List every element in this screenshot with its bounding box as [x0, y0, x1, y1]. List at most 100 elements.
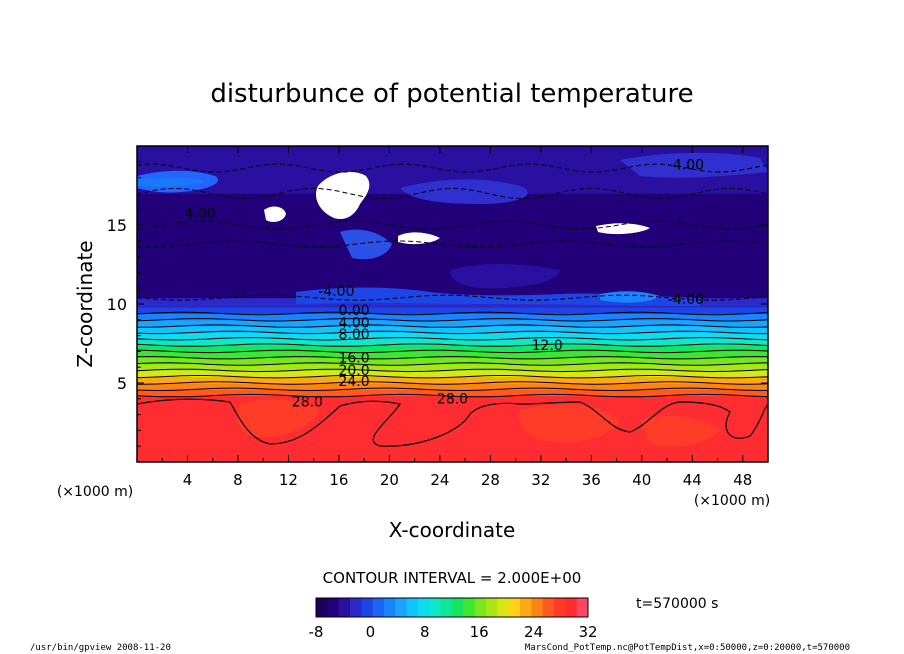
- band-rect: [137, 351, 768, 359]
- contour-label: -4.00: [668, 292, 704, 308]
- colorbar-swatch: [474, 598, 487, 617]
- y-tick-label: 5: [117, 374, 127, 393]
- contour-label: 12.0: [532, 338, 563, 354]
- contour-lines: [137, 163, 768, 447]
- x-unit-right: (×1000 m): [694, 493, 770, 509]
- colorbar-swatch: [395, 598, 408, 617]
- field-anomaly-shape: [596, 223, 650, 235]
- x-tick-label: 32: [531, 471, 550, 489]
- band-rect: [137, 364, 768, 371]
- colorbar-swatch: [361, 598, 374, 617]
- contour-label: 0.00: [338, 303, 369, 319]
- colorbar-swatch: [338, 598, 351, 617]
- field-anomaly-shape: [600, 291, 660, 303]
- colorbar-swatch: [486, 598, 498, 617]
- colorbar-swatch: [531, 598, 544, 617]
- contour-label: 24.0: [338, 374, 369, 390]
- field-anomaly-shape: [518, 404, 620, 443]
- contour-line: [137, 349, 768, 354]
- colorbar-swatch: [418, 598, 430, 617]
- time-label: t=570000 s: [636, 596, 718, 612]
- band-rect: [137, 326, 768, 333]
- contour-line: [137, 343, 768, 347]
- x-tick-label: 16: [329, 471, 348, 489]
- contour-line: [137, 311, 768, 316]
- x-tick-label: 20: [380, 471, 399, 489]
- x-tick-label: 44: [683, 471, 702, 489]
- x-tick-label: 8: [233, 471, 243, 489]
- contour-line-negative: [137, 187, 768, 199]
- contour-label: 28.0: [437, 392, 468, 408]
- colorbar-frame: [315, 597, 589, 618]
- contour-label: 8.00: [338, 327, 369, 343]
- contour-labels: 4.00-4.00-4.00 -4.000.004.008.0012.016.02…: [185, 158, 705, 411]
- band-rect: [137, 313, 768, 321]
- colorbar-swatch: [542, 598, 555, 617]
- band-rect: [137, 376, 768, 384]
- y-tick-label: 10: [107, 295, 127, 314]
- anomaly-regions: [137, 152, 768, 447]
- x-tick-label: 48: [733, 471, 752, 489]
- contour-label: 4.00: [338, 316, 369, 332]
- field-anomaly-shape: [450, 264, 560, 289]
- contour-label: 4.00: [185, 207, 216, 223]
- x-axis-label: X-coordinate: [389, 518, 516, 542]
- field-anomaly-shape: [296, 287, 700, 306]
- y-axis-label: Z-coordinate: [73, 240, 97, 367]
- chart-title: disturbunce of potential temperature: [210, 79, 693, 109]
- x-tick-label: 28: [481, 471, 500, 489]
- band-rect: [137, 357, 768, 365]
- colorbar-swatch: [406, 598, 419, 617]
- colorbar-swatch: [429, 598, 442, 617]
- field-anomaly-shape: [640, 415, 720, 447]
- y-axis-ticks: 5 10 15: [107, 161, 768, 447]
- y-tick-label: 15: [107, 216, 127, 235]
- contour-line: [137, 381, 768, 385]
- colorbar-swatch: [452, 598, 464, 617]
- contour-line-negative: [137, 220, 768, 230]
- field-anomaly-shape: [400, 179, 528, 204]
- contour-line: [137, 362, 768, 366]
- contour-line: [137, 355, 768, 360]
- band-rect: [137, 307, 768, 314]
- colorbar-tick-label: 0: [366, 623, 376, 641]
- contour-line-negative: [137, 294, 768, 301]
- colorbar-swatch: [350, 598, 362, 617]
- contour-label: -4.00: [318, 284, 354, 300]
- colorbar-swatch: [554, 598, 566, 617]
- contour-line: [137, 337, 768, 341]
- band-rect: [137, 332, 768, 340]
- x-tick-label: 4: [183, 471, 193, 489]
- contour-line: [137, 375, 768, 379]
- field-anomaly-shape: [236, 399, 320, 437]
- contour-interval: CONTOUR INTERVAL = 2.000E+00: [323, 569, 582, 587]
- contour-line-negative: [137, 163, 768, 173]
- colorbar-swatch: [327, 598, 340, 617]
- x-tick-label: 36: [582, 471, 601, 489]
- colorbar: [316, 598, 589, 617]
- contour-line: [137, 324, 768, 328]
- contour-label: 28.0: [292, 395, 323, 411]
- contour-label: -4.00: [668, 158, 704, 174]
- footer-left: /usr/bin/gpview 2008-11-20: [30, 643, 171, 653]
- x-tick-label: 24: [430, 471, 449, 489]
- footer-right: MarsCond_PotTemp.nc@PotTempDist,x=0:5000…: [525, 643, 850, 653]
- colorbar-swatch: [576, 598, 589, 617]
- contour-label: 16.0: [338, 350, 369, 366]
- contour-label: 20.0: [338, 363, 369, 379]
- colorbar-swatch: [520, 598, 532, 617]
- colorbar-swatch: [565, 598, 578, 617]
- colorbar-tick-label: 16: [470, 623, 489, 641]
- plot-area: [137, 146, 768, 462]
- band-rect: [137, 370, 768, 378]
- x-tick-label: 40: [632, 471, 651, 489]
- band-rect: [137, 389, 768, 397]
- band-rect: [137, 383, 768, 390]
- band-rect: [137, 319, 768, 327]
- field-anomaly-shape: [620, 152, 768, 178]
- colorbar-ticks: -8 0 8 16 24 32: [309, 623, 598, 641]
- contour-line: [137, 330, 768, 335]
- colorbar-tick-label: 24: [524, 623, 543, 641]
- field-anomaly-shape: [340, 229, 392, 260]
